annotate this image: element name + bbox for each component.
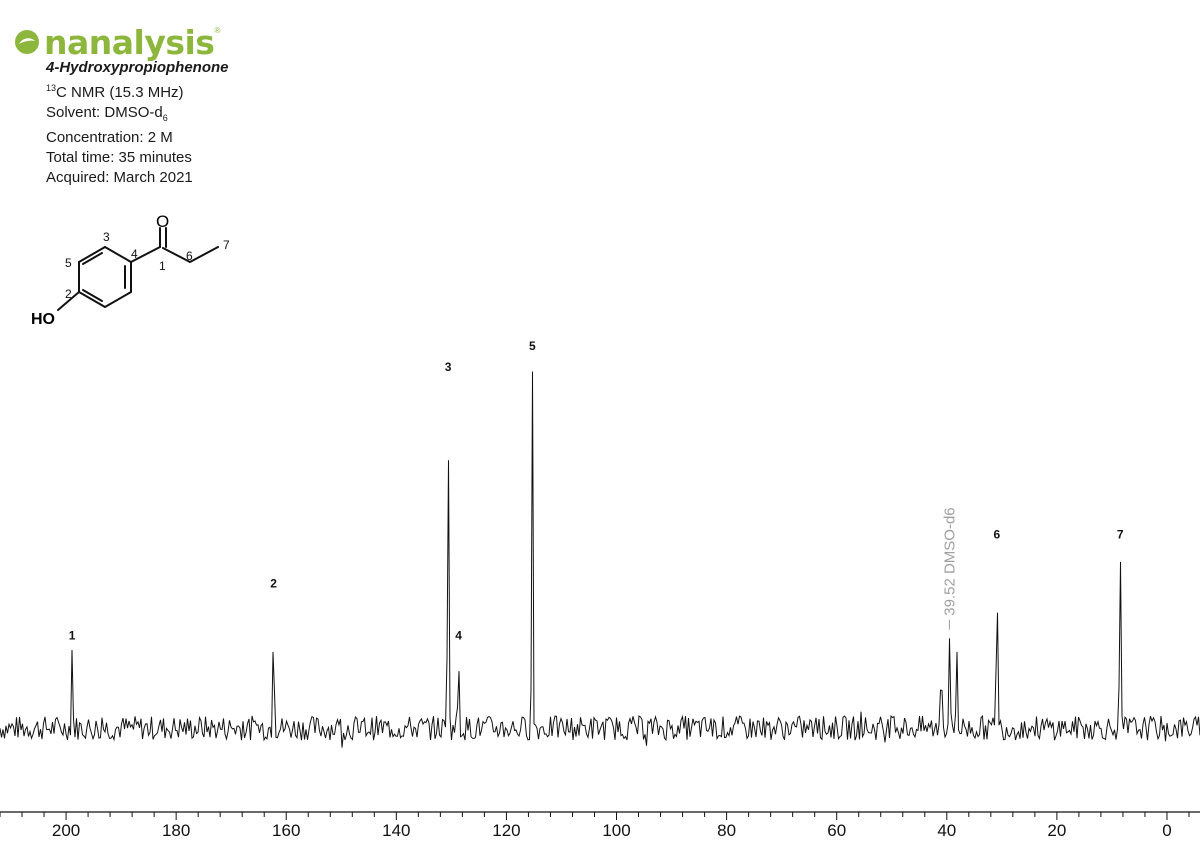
molecule-structure: O HO 1 2 3 4 5 6 7 <box>31 212 230 328</box>
peak-label-3: 3 <box>445 360 452 374</box>
x-tick-label-160: 160 <box>272 821 300 840</box>
x-tick-label-20: 20 <box>1047 821 1066 840</box>
carbonyl-oxygen: O <box>156 212 169 231</box>
solvent-annotation-group: 39.52 DMSO-d6 <box>941 507 958 630</box>
structure-label-4: 4 <box>131 247 138 261</box>
total-time: Total time: 35 minutes <box>46 149 192 166</box>
structure-label-7: 7 <box>223 238 230 252</box>
x-tick-label-120: 120 <box>492 821 520 840</box>
hydroxyl-label: HO <box>31 311 55 328</box>
x-tick-label-60: 60 <box>827 821 846 840</box>
concentration: Concentration: 2 M <box>46 129 173 146</box>
acquired-date: Acquired: March 2021 <box>46 169 193 186</box>
solvent-line: Solvent: DMSO-d6 <box>46 103 229 128</box>
nmr-line: 13C NMR (15.3 MHz) <box>46 78 229 103</box>
x-tick-label-100: 100 <box>602 821 630 840</box>
x-tick-label-40: 40 <box>937 821 956 840</box>
x-axis: 200 180 160 140 120 100 80 60 40 20 0 <box>0 811 1200 840</box>
structure-label-1: 1 <box>159 259 166 273</box>
structure-label-3: 3 <box>103 230 110 244</box>
sample-info: 4-Hydroxypropiophenone 13C NMR (15.3 MHz… <box>46 58 229 188</box>
peak-label-7: 7 <box>1117 527 1124 541</box>
structure-label-6: 6 <box>186 249 193 263</box>
isotope-mass: 13 <box>46 83 57 93</box>
spectrum-trace-group <box>0 371 1200 748</box>
spectrum-line <box>0 371 1200 748</box>
peak-label-1: 1 <box>69 629 76 643</box>
peak-label-6: 6 <box>994 527 1001 541</box>
logo-trademark: ® <box>214 26 221 35</box>
solvent-text: Solvent: DMSO-d <box>46 104 163 121</box>
x-tick-label-0: 0 <box>1162 821 1171 840</box>
compound-name: 4-Hydroxypropiophenone <box>46 59 229 76</box>
structure-label-2: 2 <box>65 287 72 301</box>
x-tick-label-200: 200 <box>52 821 80 840</box>
nanalysis-logo: nanalysis ® <box>14 22 220 62</box>
x-tick-label-180: 180 <box>162 821 190 840</box>
logo-wordmark: nanalysis <box>44 22 215 62</box>
peak-label-5: 5 <box>529 339 536 353</box>
peak-label-group: 1 2 3 4 5 6 7 <box>69 339 1124 643</box>
x-tick-label-80: 80 <box>717 821 736 840</box>
nmr-type: C NMR (15.3 MHz) <box>56 84 184 101</box>
structure-label-5: 5 <box>65 256 72 270</box>
solvent-annotation-label: 39.52 DMSO-d6 <box>941 507 958 615</box>
nanalysis-logo-icon <box>15 30 39 54</box>
peak-label-4: 4 <box>455 629 462 643</box>
x-tick-label-140: 140 <box>382 821 410 840</box>
solvent-subscript: 6 <box>162 113 168 123</box>
peak-label-2: 2 <box>270 576 277 590</box>
